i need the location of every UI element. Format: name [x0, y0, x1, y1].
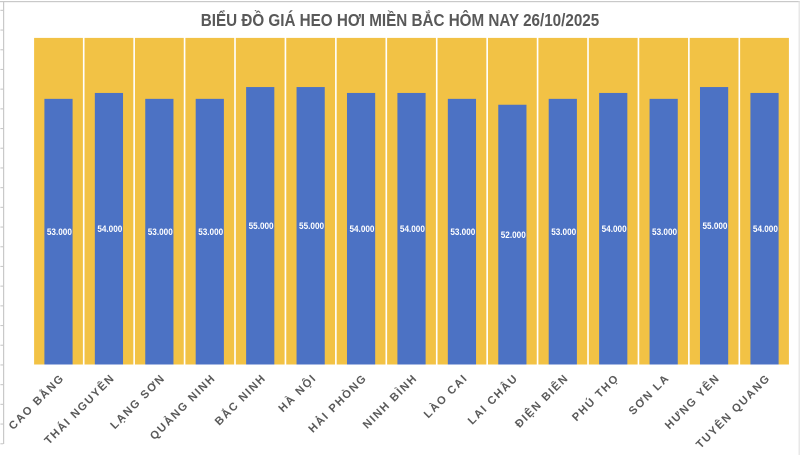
- svg-text:55.000: 55.000: [702, 221, 727, 231]
- svg-text:53.000: 53.000: [450, 227, 475, 237]
- svg-text:54.000: 54.000: [602, 224, 627, 234]
- svg-text:54.000: 54.000: [349, 224, 374, 234]
- svg-text:54.000: 54.000: [97, 224, 122, 234]
- svg-text:53.000: 53.000: [198, 227, 223, 237]
- svg-text:BIỂU ĐỒ GIÁ HEO HƠI MIỀN BẮC H: BIỂU ĐỒ GIÁ HEO HƠI MIỀN BẮC HÔM NAY 26/…: [201, 10, 600, 30]
- svg-text:55.000: 55.000: [299, 221, 324, 231]
- svg-text:54.000: 54.000: [753, 224, 778, 234]
- svg-text:52.000: 52.000: [501, 230, 526, 240]
- svg-text:53.000: 53.000: [148, 227, 173, 237]
- svg-text:54.000: 54.000: [400, 224, 425, 234]
- svg-text:53.000: 53.000: [551, 227, 576, 237]
- svg-text:53.000: 53.000: [47, 227, 72, 237]
- svg-text:55.000: 55.000: [249, 221, 274, 231]
- svg-text:53.000: 53.000: [652, 227, 677, 237]
